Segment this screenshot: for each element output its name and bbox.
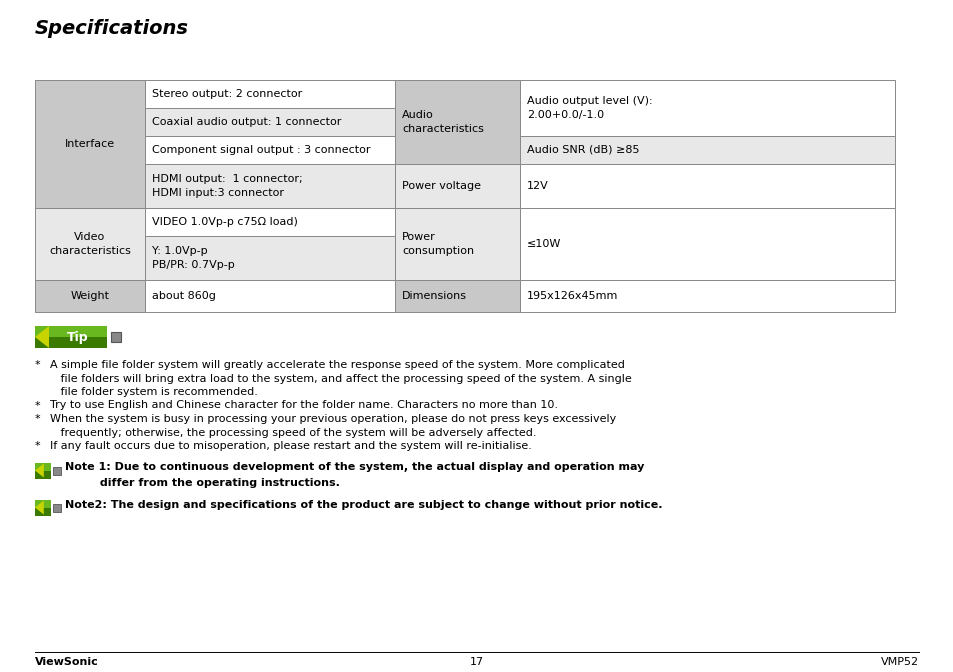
Polygon shape [35,464,44,478]
Text: Weight: Weight [71,291,110,301]
Bar [395,280,519,312]
Text: frequently; otherwise, the processing speed of the system will be adversely affe: frequently; otherwise, the processing sp… [50,427,536,437]
Text: Interface: Interface [65,139,115,149]
Text: Note 1: Due to continuous development of the system, the actual display and oper: Note 1: Due to continuous development of… [65,462,643,472]
Text: file folders will bring extra load to the system, and affect the processing spee: file folders will bring extra load to th… [50,374,631,384]
Text: 17: 17 [470,657,483,667]
Text: Y: 1.0Vp-p
PB/PR: 0.7Vp-p: Y: 1.0Vp-p PB/PR: 0.7Vp-p [152,247,234,269]
Text: When the system is busy in processing your previous operation, please do not pre: When the system is busy in processing yo… [50,414,616,424]
Text: VIDEO 1.0Vp-p c75Ω load): VIDEO 1.0Vp-p c75Ω load) [152,217,297,227]
Bar [395,208,519,280]
Bar [35,80,145,208]
Text: ≤10W: ≤10W [526,239,560,249]
Bar [35,462,51,470]
Bar [145,164,395,208]
Text: If any fault occurs due to misoperation, please restart and the system will re-i: If any fault occurs due to misoperation,… [50,441,532,451]
Text: *: * [35,414,41,424]
Text: Coaxial audio output: 1 connector: Coaxial audio output: 1 connector [152,117,341,127]
Text: file folder system is recommended.: file folder system is recommended. [50,387,257,397]
Bar [395,80,519,164]
Text: Audio
characteristics: Audio characteristics [401,110,483,134]
Bar [35,326,107,337]
Bar [519,164,894,208]
Bar [519,136,894,164]
Bar [111,332,121,342]
Text: Try to use English and Chinese character for the folder name. Characters no more: Try to use English and Chinese character… [50,401,558,411]
Text: Specifications: Specifications [35,19,189,38]
Bar [519,280,894,312]
Text: VMP52: VMP52 [880,657,918,667]
Text: *: * [35,441,41,451]
Bar [35,499,51,515]
Bar [145,236,395,280]
Bar [35,499,51,507]
Bar [145,80,395,108]
Polygon shape [35,326,49,348]
Text: *: * [35,360,41,370]
Bar [35,208,145,280]
Bar [519,80,894,136]
Text: Power
consumption: Power consumption [401,233,474,255]
Bar [145,208,395,236]
Text: HDMI output:  1 connector;
HDMI input:3 connector: HDMI output: 1 connector; HDMI input:3 c… [152,175,302,198]
Text: Component signal output : 3 connector: Component signal output : 3 connector [152,145,370,155]
Text: Audio SNR (dB) ≥85: Audio SNR (dB) ≥85 [526,145,639,155]
Text: Note2: The design and specifications of the product are subject to change withou: Note2: The design and specifications of … [65,499,661,509]
Bar [53,503,61,511]
Text: Dimensions: Dimensions [401,291,467,301]
Text: Stereo output: 2 connector: Stereo output: 2 connector [152,89,302,99]
Text: Power voltage: Power voltage [401,181,480,191]
Bar [35,280,145,312]
Bar [145,136,395,164]
Text: 195x126x45mm: 195x126x45mm [526,291,618,301]
Polygon shape [35,501,44,515]
Bar [35,326,107,348]
Text: Audio output level (V):
2.00+0.0/-1.0: Audio output level (V): 2.00+0.0/-1.0 [526,96,652,120]
Text: Video
characteristics: Video characteristics [49,233,131,255]
Bar [395,164,519,208]
Text: Tip: Tip [67,331,89,343]
Bar [519,208,894,280]
Text: about 860g: about 860g [152,291,215,301]
Text: A simple file folder system will greatly accelerate the response speed of the sy: A simple file folder system will greatly… [50,360,624,370]
Text: differ from the operating instructions.: differ from the operating instructions. [65,478,339,488]
Text: 12V: 12V [526,181,548,191]
Bar [35,462,51,478]
Text: ViewSonic: ViewSonic [35,657,99,667]
Bar [145,108,395,136]
Bar [53,466,61,474]
Text: *: * [35,401,41,411]
Bar [145,280,395,312]
